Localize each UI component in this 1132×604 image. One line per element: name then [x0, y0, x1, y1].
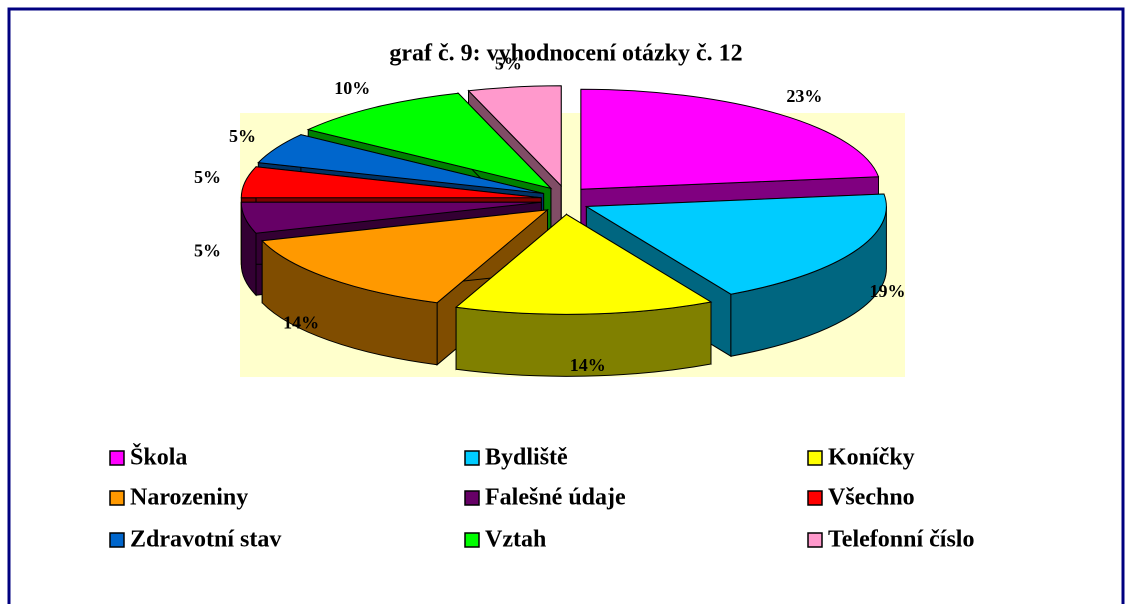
chart-title: graf č. 9: vyhodnocení otázky č. 12 — [389, 41, 742, 67]
legend-label: Všechno — [828, 485, 915, 511]
value-label: 5% — [194, 167, 221, 187]
legend-label: Falešné údaje — [485, 485, 626, 511]
legend-swatch — [464, 450, 480, 466]
legend-label: Zdravotní stav — [130, 527, 281, 553]
slice-top — [240, 166, 542, 199]
legend-label: Vztah — [485, 527, 546, 553]
value-label: 19% — [870, 281, 906, 301]
slice — [454, 213, 713, 377]
legend-label: Škola — [130, 444, 187, 471]
value-label: 5% — [495, 53, 522, 73]
legend-swatch — [807, 532, 823, 548]
slice-top — [306, 92, 553, 190]
legend-label: Bydliště — [485, 445, 568, 471]
value-label: 5% — [194, 240, 221, 260]
legend-label: Koníčky — [828, 445, 915, 471]
legend-swatch — [807, 490, 823, 506]
slice-top — [261, 209, 550, 304]
legend-swatch — [464, 490, 480, 506]
slice-top — [584, 193, 887, 295]
value-label: 23% — [786, 86, 822, 106]
legend-swatch — [109, 490, 125, 506]
slice-top — [454, 213, 713, 315]
slice-top — [580, 88, 880, 190]
value-label: 14% — [570, 355, 606, 375]
legend-label: Telefonní číslo — [828, 527, 974, 553]
legend-swatch — [464, 532, 480, 548]
slice-top — [240, 201, 542, 234]
legend-swatch — [807, 450, 823, 466]
legend-swatch — [109, 532, 125, 548]
legend-swatch — [109, 450, 125, 466]
value-label: 10% — [334, 78, 370, 98]
slice-top — [467, 85, 562, 188]
legend-label: Narozeniny — [130, 485, 248, 511]
slice-top — [257, 134, 544, 194]
value-label: 5% — [229, 126, 256, 146]
value-label: 14% — [283, 313, 319, 333]
